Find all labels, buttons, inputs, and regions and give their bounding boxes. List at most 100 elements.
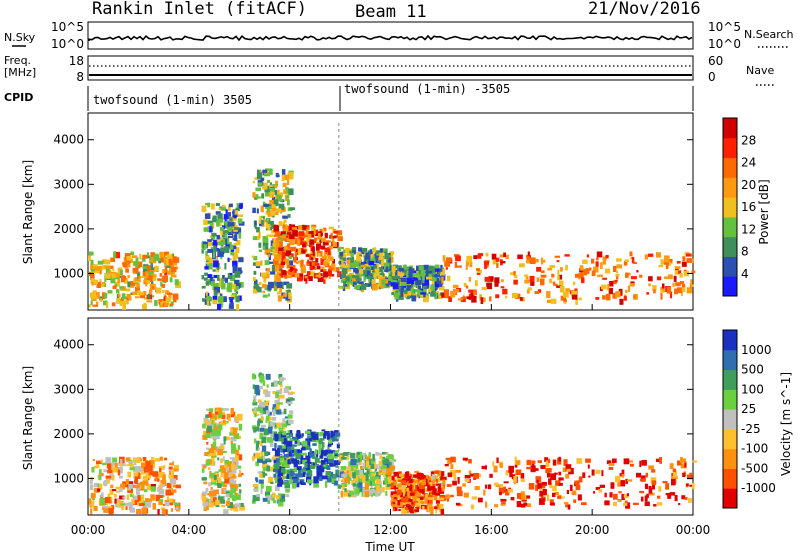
- range-time-cell: [261, 219, 264, 226]
- range-time-cell: [252, 484, 259, 488]
- range-time-cell: [598, 489, 602, 493]
- range-time-cell: [201, 248, 204, 254]
- range-time-cell: [278, 495, 285, 500]
- range-time-cell: [296, 231, 301, 237]
- range-time-cell: [233, 508, 239, 512]
- range-time-cell: [411, 273, 417, 277]
- range-time-cell: [371, 266, 374, 270]
- range-time-cell: [368, 275, 371, 283]
- range-time-cell: [165, 509, 168, 516]
- range-time-cell: [579, 265, 584, 271]
- range-time-cell: [406, 285, 411, 291]
- range-time-cell: [136, 508, 142, 514]
- range-time-cell: [212, 299, 218, 305]
- range-time-cell: [280, 248, 286, 252]
- range-time-cell: [228, 222, 235, 227]
- range-time-cell: [552, 492, 556, 497]
- range-time-cell: [140, 494, 145, 500]
- range-time-cell: [391, 495, 394, 501]
- range-time-cell: [155, 458, 160, 462]
- range-time-cell: [309, 239, 315, 245]
- range-time-cell: [520, 478, 525, 482]
- range-time-cell: [321, 445, 324, 452]
- range-time-cell: [203, 219, 208, 225]
- range-time-cell: [104, 265, 111, 269]
- range-time-cell: [392, 501, 396, 507]
- range-time-cell: [142, 475, 148, 481]
- range-time-cell: [167, 482, 171, 488]
- range-time-cell: [288, 188, 294, 196]
- range-time-cell: [232, 486, 239, 489]
- freq-tick-bottom: 8: [76, 70, 84, 84]
- range-time-cell: [284, 457, 287, 462]
- range-time-cell: [164, 299, 168, 307]
- range-time-cell: [237, 454, 243, 461]
- range-time-cell: [284, 416, 289, 419]
- range-time-cell: [136, 468, 140, 475]
- range-time-cell: [398, 268, 404, 272]
- range-time-cell: [275, 392, 280, 399]
- range-time-cell: [528, 483, 535, 490]
- range-time-cell: [499, 484, 504, 488]
- range-time-cell: [352, 280, 357, 287]
- range-time-cell: [262, 290, 266, 294]
- range-time-cell: [273, 259, 279, 265]
- range-time-cell: [230, 249, 234, 256]
- range-time-cell: [422, 488, 425, 495]
- range-time-cell: [307, 271, 310, 279]
- range-time-cell: [339, 251, 344, 257]
- range-time-cell: [230, 273, 233, 275]
- range-time-cell: [407, 501, 412, 505]
- range-time-cell: [350, 281, 354, 285]
- range-time-cell: [400, 277, 407, 283]
- x-tick-label: 08:00: [272, 523, 307, 537]
- range-time-cell: [109, 265, 114, 269]
- range-time-cell: [437, 486, 440, 493]
- range-time-cell: [154, 479, 157, 482]
- range-time-cell: [398, 508, 401, 511]
- y-tick-label: 4000: [53, 133, 84, 147]
- range-time-cell: [150, 252, 155, 257]
- range-time-cell: [397, 291, 402, 296]
- range-time-cell: [220, 228, 224, 235]
- range-time-cell: [212, 215, 217, 223]
- range-time-cell: [332, 228, 337, 233]
- range-time-cell: [404, 471, 410, 479]
- range-time-cell: [318, 447, 322, 455]
- range-time-cell: [430, 290, 436, 297]
- range-time-cell: [558, 482, 563, 486]
- range-time-cell: [123, 278, 129, 284]
- range-time-cell: [305, 440, 311, 447]
- range-time-cell: [222, 275, 225, 282]
- range-time-cell: [333, 480, 339, 486]
- range-time-cell: [503, 481, 509, 484]
- range-time-cell: [275, 458, 280, 464]
- range-time-cell: [569, 484, 573, 491]
- range-time-cell: [568, 468, 574, 475]
- range-time-cell: [457, 477, 460, 484]
- range-time-cell: [143, 291, 147, 296]
- range-time-cell: [112, 467, 118, 473]
- range-time-cell: [653, 504, 657, 507]
- range-time-cell: [130, 281, 136, 287]
- range-time-cell: [426, 478, 433, 483]
- range-time-cell: [237, 465, 242, 469]
- range-time-cell: [278, 198, 284, 202]
- range-time-cell: [224, 460, 229, 465]
- range-time-cell: [368, 472, 372, 476]
- range-time-cell: [340, 265, 343, 269]
- range-time-cell: [616, 270, 619, 274]
- range-time-cell: [99, 298, 103, 302]
- range-time-cell: [227, 272, 233, 279]
- range-time-cell: [398, 294, 404, 300]
- range-time-cell: [234, 492, 239, 495]
- range-time-cell: [234, 271, 241, 278]
- range-time-cell: [447, 458, 453, 465]
- range-time-cell: [207, 458, 210, 465]
- range-time-cell: [294, 272, 300, 278]
- range-time-cell: [325, 449, 329, 455]
- range-time-cell: [294, 479, 299, 482]
- range-time-cell: [475, 280, 478, 287]
- range-time-cell: [262, 216, 265, 219]
- range-time-cell: [406, 277, 413, 284]
